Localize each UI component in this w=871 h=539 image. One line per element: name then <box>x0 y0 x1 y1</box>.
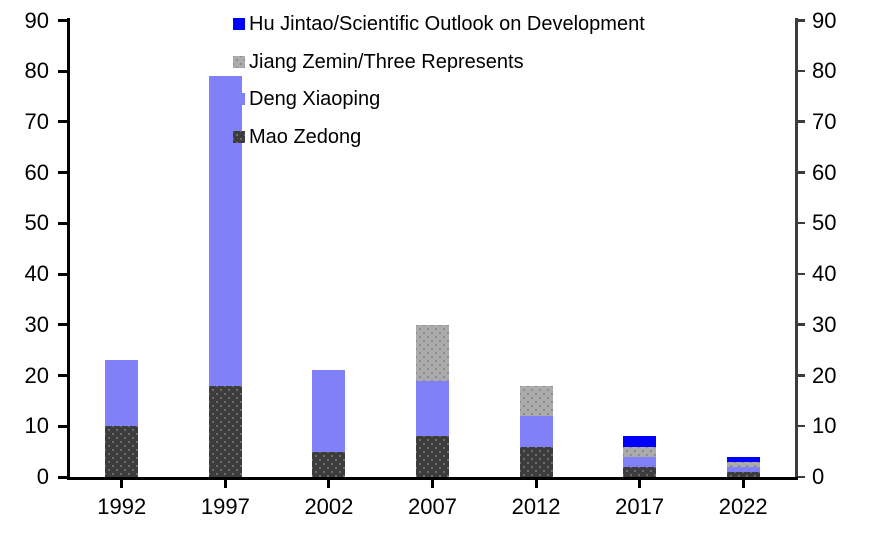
y-axis-right-tick <box>797 374 805 377</box>
bar-segment-jiang-zemin-2007 <box>416 324 449 381</box>
y-axis-right-tick <box>797 171 805 174</box>
y-axis-left-tick-label: 50 <box>24 210 49 236</box>
bar-segment-deng-xiaoping-1997 <box>208 76 242 386</box>
y-axis-right-line <box>795 18 798 480</box>
bar-segment-mao-zedong-2002 <box>312 451 346 477</box>
legend-item-jiang-zemin: Jiang Zemin/Three Represents <box>233 50 793 73</box>
y-axis-right-tick <box>797 120 805 123</box>
bar-segment-mao-zedong-1992 <box>105 426 139 477</box>
x-axis-tick <box>638 480 642 488</box>
bar-segment-jiang-zemin-2017 <box>623 446 657 457</box>
y-axis-left-tick-label: 70 <box>24 108 49 134</box>
y-axis-left-tick <box>58 69 67 73</box>
y-axis-right-tick-label: 50 <box>812 210 837 236</box>
y-axis-left-tick <box>58 19 67 22</box>
legend-item-label: Hu Jintao/Scientific Outlook on Developm… <box>249 13 645 35</box>
y-axis-left-tick-label: 0 <box>36 464 49 489</box>
x-axis-tick <box>120 480 124 488</box>
bar-segment-hu-jintao-2017 <box>623 436 657 447</box>
x-axis-tick <box>741 480 745 488</box>
y-axis-left-tick <box>58 171 67 175</box>
y-axis-left-tick <box>58 120 67 124</box>
y-axis-right-tick <box>797 323 805 326</box>
x-axis-tick <box>327 480 331 488</box>
bar-segment-deng-xiaoping-2022 <box>726 466 760 472</box>
y-axis-left-tick <box>58 424 67 428</box>
x-axis-category-label: 2012 <box>511 494 561 519</box>
y-axis-right-tick <box>797 19 805 22</box>
y-axis-left-tick-label: 20 <box>24 362 49 388</box>
y-axis-left-tick-label: 10 <box>24 413 49 439</box>
x-axis-category-label: 2007 <box>408 494 457 519</box>
bar-segment-mao-zedong-2007 <box>416 436 449 477</box>
bar-segment-deng-xiaoping-2007 <box>416 380 449 437</box>
y-axis-left-tick <box>58 221 67 225</box>
bar-segment-mao-zedong-2012 <box>519 446 553 477</box>
legend-item-label: Deng Xiaoping <box>249 88 381 110</box>
bar-segment-deng-xiaoping-2017 <box>623 456 657 467</box>
y-axis-left-tick <box>58 475 67 479</box>
y-axis-left-tick-label: 80 <box>24 58 49 84</box>
x-axis-category-label: 1992 <box>97 494 147 519</box>
y-axis-right-tick-label: 30 <box>812 311 837 337</box>
x-axis-category-label: 1997 <box>200 494 250 519</box>
bar-segment-deng-xiaoping-1992 <box>105 360 139 427</box>
y-axis-left-tick-label: 30 <box>24 311 49 337</box>
legend-swatch-icon <box>233 18 245 30</box>
y-axis-right-tick <box>797 272 805 276</box>
y-axis-left-line <box>67 18 70 480</box>
x-axis-category-label: 2022 <box>718 494 768 519</box>
y-axis-right-tick-label: 40 <box>812 261 837 287</box>
x-axis-category-label: 2017 <box>615 494 665 519</box>
x-axis-category-label: 2002 <box>304 494 354 519</box>
y-axis-left-tick <box>58 272 67 276</box>
y-axis-right-tick-label: 10 <box>812 413 837 439</box>
bar-segment-jiang-zemin-2022 <box>726 461 760 467</box>
legend-item-hu-jintao: Hu Jintao/Scientific Outlook on Developm… <box>233 13 793 35</box>
y-axis-right-tick-label: 70 <box>812 108 837 134</box>
bar-segment-hu-jintao-2022 <box>726 456 760 462</box>
legend-item-deng-xiaoping: Deng Xiaoping <box>233 88 793 110</box>
y-axis-left-tick-label: 90 <box>24 7 49 33</box>
y-axis-right-tick-label: 60 <box>812 159 837 185</box>
y-axis-right-tick <box>797 475 805 478</box>
legend-swatch-icon <box>233 55 245 68</box>
y-axis-right-tick-label: 90 <box>812 7 837 33</box>
y-axis-right-tick-label: 0 <box>812 464 825 489</box>
bar-segment-jiang-zemin-2012 <box>519 385 553 417</box>
y-axis-left-tick-label: 40 <box>24 261 49 287</box>
y-axis-right-tick <box>797 69 805 73</box>
bar-segment-mao-zedong-2022 <box>726 471 760 477</box>
legend-item-label: Mao Zedong <box>249 125 362 148</box>
y-axis-right-tick <box>797 221 805 225</box>
bar-segment-deng-xiaoping-2012 <box>519 416 553 447</box>
bar-segment-deng-xiaoping-2002 <box>312 370 346 452</box>
legend-item-mao-zedong: Mao Zedong <box>233 125 793 148</box>
y-axis-right-tick-label: 80 <box>812 58 837 84</box>
x-axis-line <box>67 477 798 480</box>
y-axis-left-tick <box>58 374 67 378</box>
x-axis-tick <box>223 480 227 488</box>
legend-swatch-icon <box>233 93 245 105</box>
x-axis-tick <box>431 480 434 488</box>
y-axis-right-tick <box>797 424 805 428</box>
x-axis-tick <box>534 480 538 488</box>
bar-segment-mao-zedong-2017 <box>623 466 657 477</box>
y-axis-left-tick-label: 60 <box>24 159 49 185</box>
y-axis-left-tick <box>58 323 67 327</box>
legend-item-label: Jiang Zemin/Three Represents <box>249 50 524 73</box>
legend-swatch-icon <box>233 130 245 143</box>
bar-segment-mao-zedong-1997 <box>208 385 242 477</box>
y-axis-right-tick-label: 20 <box>812 362 837 388</box>
